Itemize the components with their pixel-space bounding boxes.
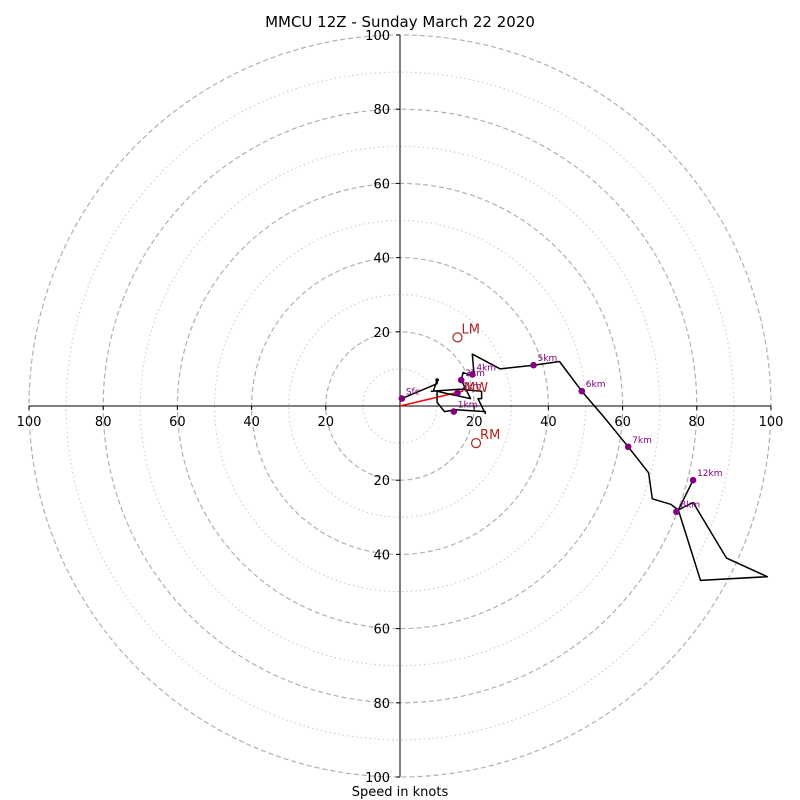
storm-motion-label: RM [480, 428, 500, 443]
hodograph-line [401, 353, 769, 582]
height-marker-dot [624, 443, 632, 451]
hodograph-kink-dot [435, 378, 439, 382]
y-tick-label: 100 [365, 29, 390, 44]
storm-motion-marker [452, 332, 463, 343]
y-tick-label: 60 [373, 623, 390, 638]
storm-motion-label: MW [464, 381, 488, 396]
storm-motion-label: LM [462, 322, 480, 337]
height-markers: Sfc1km2km3km4km5km6km7km8km12km [398, 354, 723, 516]
x-tick-label: 100 [17, 415, 42, 430]
x-tick-label: 60 [614, 415, 631, 430]
height-marker-label: 12km [697, 469, 722, 479]
height-marker-label: 6km [586, 380, 606, 390]
height-marker-label: Sfc [406, 388, 420, 398]
y-tick-label: 80 [373, 697, 390, 712]
y-tick-label: 40 [373, 548, 390, 563]
storm-motion-marker [470, 438, 482, 449]
height-marker-dot [398, 395, 406, 402]
y-tick-label: 40 [373, 252, 390, 267]
hodograph-series [399, 353, 769, 582]
height-marker-label: 5km [538, 354, 558, 364]
y-tick-label: 60 [373, 177, 390, 192]
y-tick-label: 80 [373, 103, 390, 118]
height-marker-dot [469, 371, 476, 378]
height-marker-label: 8km [680, 501, 700, 511]
x-tick-label: 40 [243, 415, 260, 430]
y-tick-label: 20 [373, 474, 390, 489]
height-marker-dot [454, 389, 461, 397]
y-tick-label: 20 [373, 326, 390, 341]
height-marker-dot [689, 476, 697, 484]
height-marker-dot [457, 376, 465, 384]
height-marker-dot [578, 387, 586, 395]
x-tick-label: 60 [169, 415, 186, 430]
x-tick-label: 80 [689, 415, 706, 430]
height-marker-dot [530, 361, 537, 369]
x-tick-label: 80 [95, 415, 112, 430]
storm-motion-markers: LM MW RM [452, 322, 500, 449]
tick-labels: 100 80 60 40 20 20 40 60 80 100 100 80 60 40 20 20 40 60 8… [17, 29, 784, 786]
height-marker-label: 2km [462, 382, 482, 392]
x-tick-label: 20 [318, 415, 335, 430]
height-marker-label: 4km [476, 363, 496, 373]
chart-title: MMCU 12Z - Sunday March 22 2020 [265, 13, 535, 31]
x-tick-label: 20 [466, 415, 483, 430]
height-marker-label: 1km [458, 401, 478, 411]
x-tick-label: 100 [759, 415, 784, 430]
height-marker-dot [450, 408, 458, 415]
y-tick-label: 100 [365, 771, 390, 786]
height-marker-label: 7km [632, 436, 652, 446]
height-marker-dot [673, 508, 680, 516]
shear-vector-line [399, 390, 464, 407]
x-tick-label: 40 [540, 415, 557, 430]
x-axis-label: Speed in knots [352, 785, 449, 800]
